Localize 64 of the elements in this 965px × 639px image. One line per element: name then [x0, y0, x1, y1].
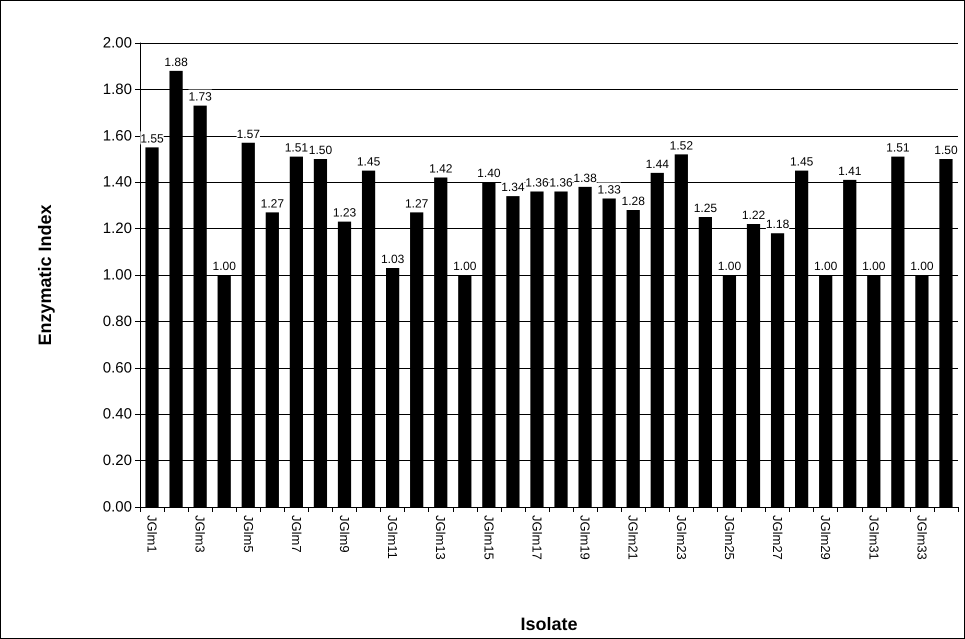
data-label: 1.28 [622, 194, 646, 208]
y-tick-label: 2.00 [102, 34, 132, 52]
x-tick-label: JGlm3 [192, 515, 208, 553]
y-tick-label: 1.00 [102, 266, 132, 284]
data-label: 1.23 [332, 206, 356, 220]
data-label: 1.73 [188, 90, 212, 104]
data-label: 1.27 [404, 196, 429, 210]
data-label: 1.34 [501, 180, 525, 194]
data-label: 1.50 [308, 143, 332, 157]
data-label: 1.45 [790, 154, 814, 169]
x-tick-label: JGlm31 [866, 515, 882, 560]
x-tick-label: JGlm25 [722, 515, 737, 560]
x-tick-label: JGlm19 [578, 515, 593, 560]
data-label: 1.00 [814, 259, 838, 273]
x-tick-label: JGlm29 [818, 515, 834, 560]
y-tick-label: 0.80 [102, 312, 132, 330]
data-label: 1.55 [140, 131, 164, 146]
data-label: 1.57 [236, 126, 260, 141]
data-label: 1.00 [212, 259, 236, 273]
y-tick-label: 1.40 [102, 174, 132, 191]
y-tick-label: 1.80 [102, 80, 132, 98]
y-tick-label: 0.20 [102, 452, 132, 470]
x-tick-label: JGlm15 [481, 515, 496, 560]
y-tick-label: 1.60 [102, 127, 132, 144]
data-label: 1.50 [934, 143, 958, 157]
data-label: 1.03 [380, 252, 405, 266]
data-label: 1.33 [597, 182, 622, 196]
x-tick-label: JGlm9 [337, 515, 352, 553]
data-label: 1.36 [549, 175, 574, 190]
data-label: 1.51 [886, 140, 910, 155]
y-axis-title: Enzymatic Index [35, 204, 55, 346]
y-tick-label: 1.20 [102, 220, 132, 238]
data-label: 1.38 [573, 170, 598, 185]
data-label: 1.18 [766, 217, 790, 232]
x-tick-label: JGlm5 [240, 515, 256, 553]
x-axis-title: Isolate [520, 614, 578, 634]
x-tick-label: JGlm33 [914, 515, 930, 560]
data-label: 1.40 [477, 166, 501, 180]
data-label: 1.22 [742, 208, 766, 222]
data-label: 1.00 [718, 259, 742, 273]
x-tick-label: JGlm23 [674, 515, 689, 560]
data-label: 1.52 [670, 138, 694, 152]
data-label: 1.88 [164, 54, 188, 69]
data-label: 1.00 [862, 259, 886, 273]
x-tick-label: JGlm17 [529, 515, 544, 560]
x-tick-label: JGlm7 [288, 515, 304, 553]
y-tick-label: 0.00 [102, 498, 132, 516]
data-label: 1.25 [694, 201, 718, 215]
data-label: 1.36 [525, 175, 549, 190]
x-tick-label: JGlm21 [626, 515, 641, 560]
data-label: 1.44 [646, 156, 670, 171]
x-tick-label: JGlm27 [770, 515, 786, 560]
data-label: 1.45 [356, 154, 381, 169]
data-label: 1.00 [453, 259, 477, 273]
data-label: 1.00 [910, 259, 934, 273]
data-label: 1.42 [429, 162, 453, 176]
data-label: 1.27 [260, 196, 284, 210]
data-label: 1.51 [284, 140, 308, 155]
x-tick-label: JGlm13 [433, 515, 448, 560]
x-tick-label: JGlm11 [385, 515, 400, 559]
y-tick-label: 0.60 [102, 359, 132, 376]
y-tick-label: 0.40 [102, 406, 132, 423]
data-label: 1.41 [838, 164, 862, 178]
x-tick-label: JGlm1 [144, 515, 160, 553]
